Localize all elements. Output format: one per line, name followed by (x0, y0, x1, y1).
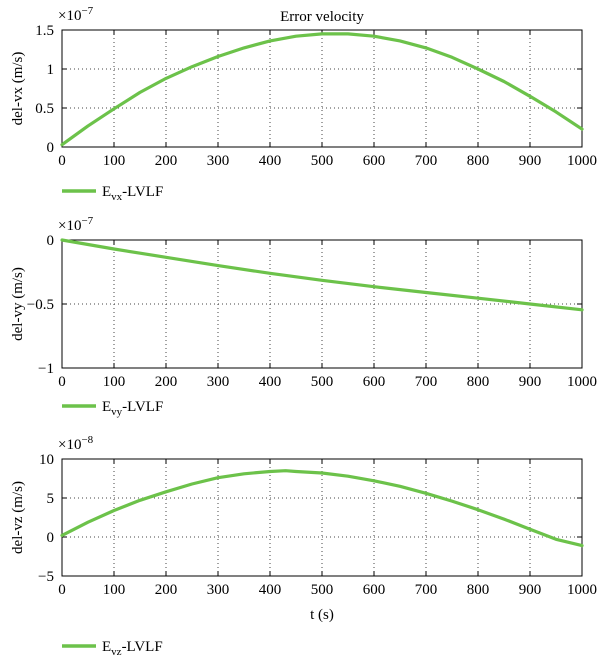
legend-label: Evz-LVLF (102, 639, 163, 658)
series-line-vx (60, 32, 584, 147)
x-tick-label: 200 (155, 374, 178, 390)
x-tick-label: 100 (103, 153, 126, 169)
axis-exponent-label: ×10−8 (58, 434, 94, 453)
x-tick-label: 400 (259, 582, 282, 598)
x-tick-label: 300 (207, 374, 230, 390)
y-tick-label: 0 (47, 233, 55, 249)
chart-panel-1: 0 100 200 300 400 500 600 700 800 900 1000 0 0.5 1 1.5… (10, 5, 597, 203)
x-axis-label: t (s) (310, 607, 334, 623)
plot-frame (61, 29, 583, 148)
series-line-vz (60, 469, 584, 548)
x-tick-label: 900 (519, 153, 542, 169)
x-tick-label: 800 (467, 153, 490, 169)
x-tick-label: 700 (415, 374, 438, 390)
x-tick-label: 300 (207, 153, 230, 169)
x-tick-label: 600 (363, 374, 386, 390)
x-tick-label: 400 (259, 374, 282, 390)
x-tick-label: 800 (467, 374, 490, 390)
y-axis-label: del-vz (m/s) (10, 481, 26, 554)
x-tick-label: 600 (363, 582, 386, 598)
x-tick-label: 0 (58, 582, 66, 598)
x-tick-label: 0 (58, 153, 66, 169)
x-tick-label: 100 (103, 582, 126, 598)
x-tick-label: 0 (58, 374, 66, 390)
x-tick-label: 700 (415, 153, 438, 169)
x-tick-label: 1000 (567, 153, 597, 169)
chart-panel-3: 0 100 200 300 400 500 600 700 800 900 1000−50510×1… (10, 434, 597, 658)
legend-label: Evy-LVLF (102, 399, 163, 418)
y-tick-label: 1.5 (35, 23, 54, 39)
x-tick-label: 900 (519, 374, 542, 390)
y-tick-label: −1 (38, 361, 54, 377)
x-tick-label: 200 (155, 153, 178, 169)
x-tick-label: 100 (103, 374, 126, 390)
y-tick-label: 0 (47, 140, 55, 156)
y-tick-label: −5 (38, 569, 54, 585)
axis-exponent-label: ×10−7 (58, 5, 94, 24)
series-line-vy (60, 238, 584, 312)
x-tick-label: 500 (311, 582, 334, 598)
y-tick-label: 10 (39, 452, 54, 468)
x-tick-label: 300 (207, 582, 230, 598)
y-tick-label: −0.5 (27, 297, 54, 313)
x-tick-label: 800 (467, 582, 490, 598)
legend-label: Evx-LVLF (102, 184, 163, 203)
x-tick-label: 500 (311, 374, 334, 390)
x-tick-label: 1000 (567, 374, 597, 390)
y-axis-label: del-vy (m/s) (10, 267, 26, 341)
y-tick-label: 0 (47, 530, 55, 546)
chart-panel-2: 0 100 200 300 400 500 600 700 800 900 1000−1−0.50×… (10, 215, 597, 418)
x-tick-label: 1000 (567, 582, 597, 598)
x-tick-label: 700 (415, 582, 438, 598)
chart-title: Error velocity (280, 9, 364, 25)
y-tick-label: 0.5 (35, 101, 54, 117)
x-tick-label: 400 (259, 153, 282, 169)
axis-exponent-label: ×10−7 (58, 215, 94, 234)
y-tick-label: 1 (47, 62, 55, 78)
legend: Evy-LVLF (62, 399, 163, 418)
x-tick-label: 600 (363, 153, 386, 169)
y-tick-label: 5 (47, 491, 55, 507)
legend: Evx-LVLF (62, 184, 163, 203)
y-axis-label: del-vx (m/s) (10, 52, 26, 126)
legend: Evz-LVLF (62, 639, 163, 658)
x-tick-label: 500 (311, 153, 334, 169)
x-tick-label: 200 (155, 582, 178, 598)
x-tick-label: 900 (519, 582, 542, 598)
